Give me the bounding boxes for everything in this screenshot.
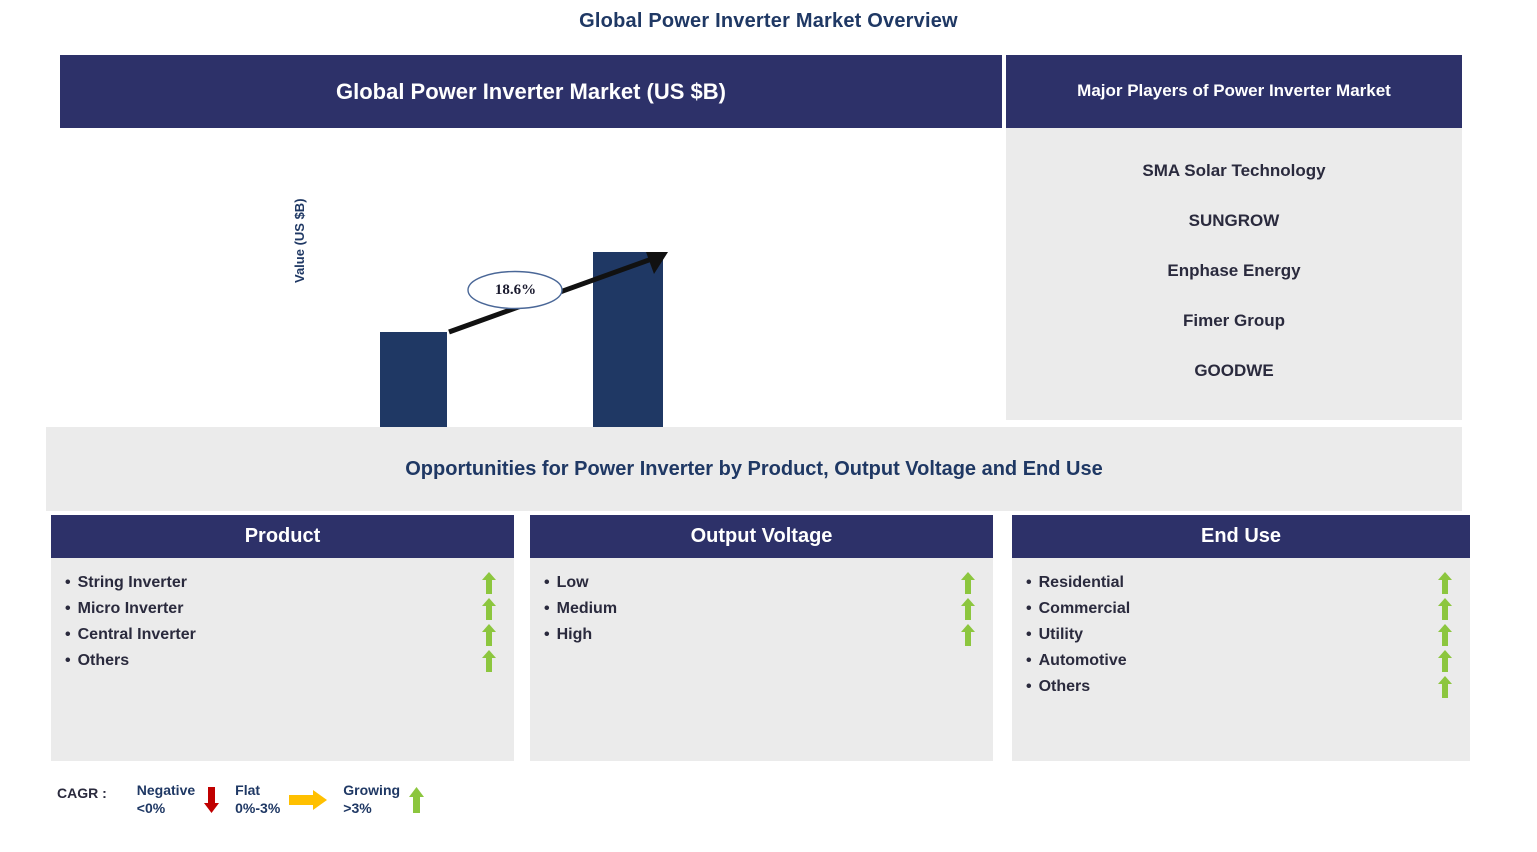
list-item: Low xyxy=(544,570,975,596)
arrow-up-icon xyxy=(409,786,425,813)
arrow-up-icon xyxy=(1438,676,1452,698)
legend-item-negative-text: Negative <0% xyxy=(137,782,195,817)
segment-title-output-voltage: Output Voltage xyxy=(690,525,833,547)
list-item: SUNGROW xyxy=(1188,211,1280,230)
list-item: Automotive xyxy=(1026,648,1452,674)
list-item: GOODWE xyxy=(1194,361,1274,380)
arrow-down-icon xyxy=(204,786,220,813)
list-item-label: Utility xyxy=(1026,626,1083,644)
list-item: Micro Inverter xyxy=(65,596,496,622)
segment-header-product: Product xyxy=(51,515,514,558)
list-item-label: Micro Inverter xyxy=(65,600,184,618)
list-item: SMA Solar Technology xyxy=(1142,161,1326,180)
legend-item-flat-range: 0%-3% xyxy=(235,799,281,816)
list-item-label: Low xyxy=(544,574,589,592)
arrow-up-icon xyxy=(482,572,496,594)
list-item-label: High xyxy=(544,626,593,644)
list-item-label: Residential xyxy=(1026,574,1124,592)
market-chart-body: Value (US $B) 2025 2031 18.6% Source : L… xyxy=(60,128,1002,483)
list-item: Commercial xyxy=(1026,596,1452,622)
list-item: Enphase Energy xyxy=(1167,261,1301,280)
arrow-up-icon xyxy=(961,572,975,594)
list-item: Others xyxy=(1026,674,1452,700)
segment-title-product: Product xyxy=(244,525,321,547)
legend-item-negative-name: Negative xyxy=(136,782,196,798)
market-chart-panel: Global Power Inverter Market (US $B) Val… xyxy=(60,55,1002,483)
legend-item-growing-text: Growing >3% xyxy=(343,782,400,817)
legend-item-growing-name: Growing xyxy=(343,782,401,798)
market-chart-title: Global Power Inverter Market (US $B) xyxy=(336,78,726,104)
opportunities-banner: Opportunities for Power Inverter by Prod… xyxy=(46,427,1462,511)
page-title: Global Power Inverter Market Overview xyxy=(579,10,958,32)
arrow-up-icon xyxy=(482,598,496,620)
chart-y-axis-label: Value (US $B) xyxy=(292,198,307,283)
arrow-up-icon xyxy=(482,650,496,672)
arrow-up-icon xyxy=(482,624,496,646)
segment-header-end-use: End Use xyxy=(1012,515,1470,558)
list-item: Residential xyxy=(1026,570,1452,596)
list-item-label: Commercial xyxy=(1026,600,1131,618)
arrow-up-icon xyxy=(1438,598,1452,620)
cagr-legend: CAGR : Negative <0% Flat 0%-3% Growing >3% xyxy=(57,782,440,817)
legend-item-growing-range: >3% xyxy=(343,799,372,816)
list-item-label: Medium xyxy=(544,600,617,618)
list-item-label: Automotive xyxy=(1026,652,1127,670)
segment-header-output-voltage: Output Voltage xyxy=(530,515,993,558)
legend-item-flat: Flat 0%-3% xyxy=(235,782,331,817)
arrow-up-icon xyxy=(961,598,975,620)
segment-list-output-voltage: Low Medium High xyxy=(530,558,993,648)
list-item: Others xyxy=(65,648,496,674)
major-players-title: Major Players of Power Inverter Market xyxy=(1077,81,1391,101)
list-item: Utility xyxy=(1026,622,1452,648)
list-item-label: Others xyxy=(1026,678,1091,696)
major-players-panel: Major Players of Power Inverter Market S… xyxy=(1006,55,1462,420)
segment-title-end-use: End Use xyxy=(1200,525,1282,547)
legend-item-negative-range: <0% xyxy=(136,799,166,816)
legend-item-growing: Growing >3% xyxy=(343,782,428,817)
list-item: String Inverter xyxy=(65,570,496,596)
segment-card-product: Product String Inverter Micro Inverter C… xyxy=(51,515,514,761)
legend-item-flat-name: Flat xyxy=(235,782,261,798)
major-players-header: Major Players of Power Inverter Market xyxy=(1006,55,1462,128)
legend-item-negative: Negative <0% xyxy=(137,782,223,817)
arrow-right-icon xyxy=(289,789,328,810)
segment-card-end-use: End Use Residential Commercial Utility A… xyxy=(1012,515,1470,761)
opportunities-banner-title: Opportunities for Power Inverter by Prod… xyxy=(405,457,1103,480)
arrow-up-icon xyxy=(961,624,975,646)
list-item: Medium xyxy=(544,596,975,622)
major-players-list: SMA Solar Technology SUNGROW Enphase Ene… xyxy=(1006,128,1462,396)
list-item: Central Inverter xyxy=(65,622,496,648)
list-item-label: Central Inverter xyxy=(65,626,196,644)
list-item: Fimer Group xyxy=(1182,311,1285,330)
list-item-label: Others xyxy=(65,652,130,670)
cagr-value-label: 18.6% xyxy=(494,282,537,298)
list-item: High xyxy=(544,622,975,648)
segment-list-end-use: Residential Commercial Utility Automotiv… xyxy=(1012,558,1470,700)
cagr-legend-title: CAGR : xyxy=(57,785,107,801)
arrow-up-icon xyxy=(1438,650,1452,672)
arrow-up-icon xyxy=(1438,624,1452,646)
market-chart-header: Global Power Inverter Market (US $B) xyxy=(60,55,1002,128)
arrow-up-icon xyxy=(1438,572,1452,594)
segment-list-product: String Inverter Micro Inverter Central I… xyxy=(51,558,514,674)
legend-item-flat-text: Flat 0%-3% xyxy=(235,782,280,817)
list-item-label: String Inverter xyxy=(65,574,187,592)
segment-card-output-voltage: Output Voltage Low Medium High xyxy=(530,515,993,761)
